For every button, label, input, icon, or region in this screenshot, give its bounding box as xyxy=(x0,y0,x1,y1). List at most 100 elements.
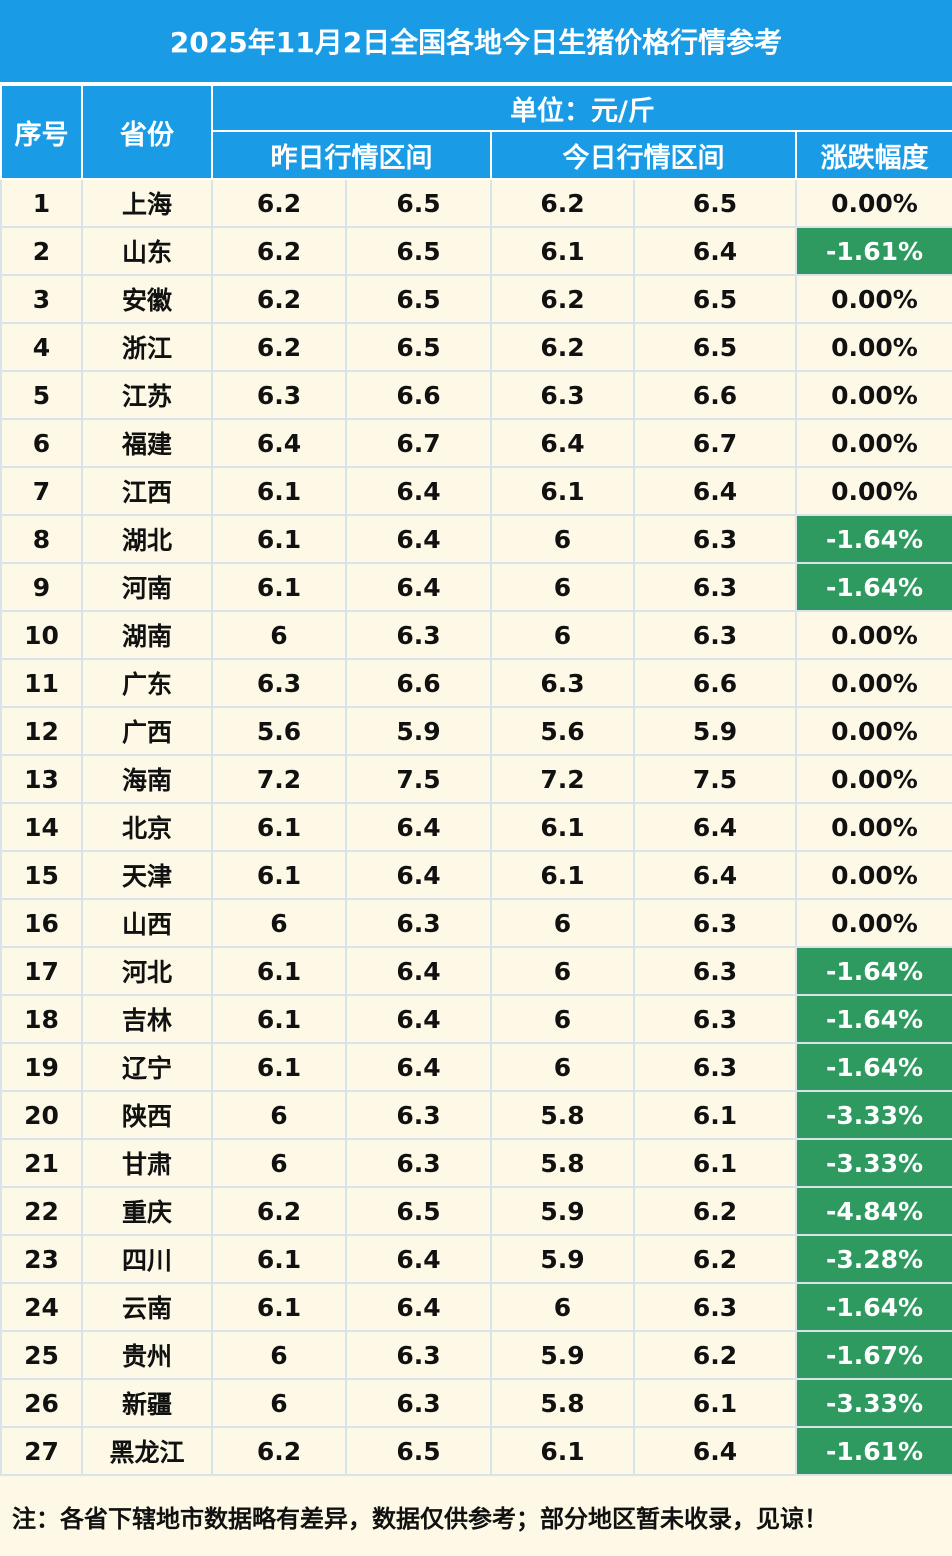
price-table: 序号 省份 单位：元/斤 昨日行情区间 今日行情区间 涨跌幅度 1 上海 6.2 6.… xyxy=(0,84,952,1476)
row-index: 3 xyxy=(0,274,83,324)
row-yesterday-high: 6.4 xyxy=(345,994,492,1044)
row-yesterday-high: 6.3 xyxy=(345,1090,492,1140)
row-change: -3.33% xyxy=(795,1138,952,1188)
row-yesterday-low: 6 xyxy=(211,1330,347,1380)
row-yesterday-low: 6.1 xyxy=(211,562,347,612)
row-index: 23 xyxy=(0,1234,83,1284)
table-body: 1 上海 6.2 6.5 6.2 6.5 0.00% 2 山东 6.2 6.5 6.1 6.4 -1.61… xyxy=(0,178,952,1476)
row-yesterday-high: 6.3 xyxy=(345,1330,492,1380)
row-change: -4.84% xyxy=(795,1186,952,1236)
row-province: 吉林 xyxy=(81,994,213,1044)
row-change: 0.00% xyxy=(795,658,952,708)
table-row: 19 辽宁 6.1 6.4 6 6.3 -1.64% xyxy=(0,1042,952,1092)
row-province: 浙江 xyxy=(81,322,213,372)
row-today-high: 6.4 xyxy=(633,466,797,516)
row-yesterday-high: 6.5 xyxy=(345,1186,492,1236)
row-yesterday-high: 6.4 xyxy=(345,466,492,516)
row-yesterday-high: 6.5 xyxy=(345,274,492,324)
table-row: 3 安徽 6.2 6.5 6.2 6.5 0.00% xyxy=(0,274,952,324)
row-today-low: 6.3 xyxy=(490,370,635,420)
row-index: 19 xyxy=(0,1042,83,1092)
row-today-high: 6.2 xyxy=(633,1330,797,1380)
row-yesterday-low: 6 xyxy=(211,1090,347,1140)
row-yesterday-high: 6.5 xyxy=(345,1426,492,1476)
row-index: 17 xyxy=(0,946,83,996)
row-change: -1.61% xyxy=(795,226,952,276)
row-yesterday-high: 6.4 xyxy=(345,946,492,996)
row-yesterday-low: 6.2 xyxy=(211,1426,347,1476)
row-today-low: 6.1 xyxy=(490,466,635,516)
row-province: 新疆 xyxy=(81,1378,213,1428)
table-row: 13 海南 7.2 7.5 7.2 7.5 0.00% xyxy=(0,754,952,804)
row-yesterday-low: 6.1 xyxy=(211,1234,347,1284)
footnote: 注：各省下辖地市数据略有差异，数据仅供参考；部分地区暂未收录，见谅！ xyxy=(0,1474,952,1556)
table-row: 11 广东 6.3 6.6 6.3 6.6 0.00% xyxy=(0,658,952,708)
row-today-high: 6.3 xyxy=(633,1042,797,1092)
header-today-range: 今日行情区间 xyxy=(490,130,797,180)
table-row: 18 吉林 6.1 6.4 6 6.3 -1.64% xyxy=(0,994,952,1044)
row-province: 江西 xyxy=(81,466,213,516)
row-yesterday-high: 6.4 xyxy=(345,850,492,900)
row-index: 15 xyxy=(0,850,83,900)
row-yesterday-low: 6.1 xyxy=(211,994,347,1044)
row-yesterday-high: 6.6 xyxy=(345,658,492,708)
row-today-low: 7.2 xyxy=(490,754,635,804)
row-index: 2 xyxy=(0,226,83,276)
row-yesterday-high: 6.5 xyxy=(345,178,492,228)
row-today-low: 6.4 xyxy=(490,418,635,468)
row-yesterday-low: 6.3 xyxy=(211,658,347,708)
row-today-high: 6.1 xyxy=(633,1378,797,1428)
row-index: 20 xyxy=(0,1090,83,1140)
row-change: 0.00% xyxy=(795,178,952,228)
row-yesterday-low: 6.1 xyxy=(211,850,347,900)
row-today-low: 5.6 xyxy=(490,706,635,756)
table-row: 17 河北 6.1 6.4 6 6.3 -1.64% xyxy=(0,946,952,996)
row-yesterday-high: 6.4 xyxy=(345,562,492,612)
row-province: 上海 xyxy=(81,178,213,228)
row-today-low: 6 xyxy=(490,898,635,948)
table-row: 7 江西 6.1 6.4 6.1 6.4 0.00% xyxy=(0,466,952,516)
row-index: 16 xyxy=(0,898,83,948)
row-province: 湖北 xyxy=(81,514,213,564)
row-today-high: 6.3 xyxy=(633,562,797,612)
row-index: 7 xyxy=(0,466,83,516)
table-row: 1 上海 6.2 6.5 6.2 6.5 0.00% xyxy=(0,178,952,228)
table-row: 4 浙江 6.2 6.5 6.2 6.5 0.00% xyxy=(0,322,952,372)
row-change: -1.67% xyxy=(795,1330,952,1380)
row-province: 云南 xyxy=(81,1282,213,1332)
row-today-low: 6.2 xyxy=(490,178,635,228)
row-province: 广西 xyxy=(81,706,213,756)
table-row: 25 贵州 6 6.3 5.9 6.2 -1.67% xyxy=(0,1330,952,1380)
row-province: 江苏 xyxy=(81,370,213,420)
row-yesterday-low: 6.1 xyxy=(211,466,347,516)
row-today-high: 6.4 xyxy=(633,850,797,900)
row-index: 13 xyxy=(0,754,83,804)
row-index: 21 xyxy=(0,1138,83,1188)
row-today-high: 5.9 xyxy=(633,706,797,756)
row-today-low: 6.3 xyxy=(490,658,635,708)
table-row: 15 天津 6.1 6.4 6.1 6.4 0.00% xyxy=(0,850,952,900)
table-row: 10 湖南 6 6.3 6 6.3 0.00% xyxy=(0,610,952,660)
row-province: 黑龙江 xyxy=(81,1426,213,1476)
row-today-low: 6 xyxy=(490,1282,635,1332)
row-yesterday-high: 6.7 xyxy=(345,418,492,468)
page-title: 2025年11月2日全国各地今日生猪价格行情参考 xyxy=(0,0,952,84)
row-change: -1.64% xyxy=(795,994,952,1044)
row-today-low: 5.8 xyxy=(490,1090,635,1140)
row-change: -3.28% xyxy=(795,1234,952,1284)
row-today-high: 7.5 xyxy=(633,754,797,804)
row-yesterday-low: 7.2 xyxy=(211,754,347,804)
row-change: 0.00% xyxy=(795,466,952,516)
row-change: 0.00% xyxy=(795,802,952,852)
row-index: 1 xyxy=(0,178,83,228)
row-index: 8 xyxy=(0,514,83,564)
row-yesterday-low: 6.2 xyxy=(211,274,347,324)
row-change: 0.00% xyxy=(795,418,952,468)
row-yesterday-high: 6.3 xyxy=(345,610,492,660)
row-today-low: 6.1 xyxy=(490,1426,635,1476)
row-yesterday-high: 6.4 xyxy=(345,1282,492,1332)
table-row: 20 陕西 6 6.3 5.8 6.1 -3.33% xyxy=(0,1090,952,1140)
row-index: 27 xyxy=(0,1426,83,1476)
row-yesterday-low: 6 xyxy=(211,898,347,948)
